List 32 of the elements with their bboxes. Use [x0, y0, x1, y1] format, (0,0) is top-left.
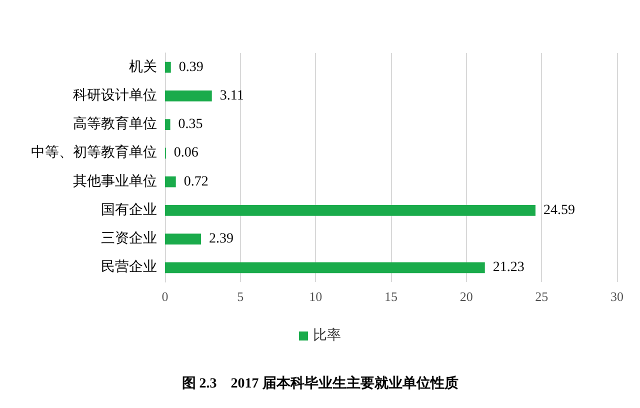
bar	[165, 205, 536, 216]
x-tick-label: 20	[460, 289, 473, 304]
data-label: 24.59	[543, 202, 575, 218]
legend-label: 比率	[313, 328, 341, 344]
y-tick-label: 机关	[129, 58, 157, 75]
x-tick-label: 25	[535, 289, 548, 304]
y-tick-label: 国有企业	[101, 202, 157, 218]
bar	[165, 176, 176, 188]
data-label: 0.35	[178, 117, 203, 132]
text: 图 2.3 2017 届本科毕业生主要就业单位性质	[182, 374, 458, 392]
y-tick-label: 三资企业	[101, 230, 157, 247]
data-label: 3.11	[220, 88, 244, 104]
data-label: 0.39	[178, 60, 204, 75]
bar	[165, 262, 485, 274]
bar	[165, 119, 170, 130]
data-label: 0.72	[184, 174, 208, 190]
bar	[165, 90, 212, 102]
bar	[165, 62, 171, 73]
data-label: 2.39	[209, 232, 234, 247]
x-tick-label: 0	[162, 289, 168, 304]
data-label: 21.23	[492, 260, 524, 276]
y-tick-label: 中等、初等教育单位	[31, 144, 157, 161]
x-tick-label: 15	[384, 289, 398, 304]
y-tick-label: 高等教育单位	[73, 115, 157, 132]
y-tick-label: 科研设计单位	[73, 87, 157, 104]
data-label: 0.06	[174, 146, 198, 161]
bar	[165, 234, 202, 244]
y-tick-label: 其他事业单位	[73, 173, 157, 190]
x-tick-label: 5	[237, 289, 244, 304]
x-tick-label: 30	[610, 289, 624, 304]
y-tick-label: 民营企业	[101, 259, 157, 276]
x-tick-label: 10	[309, 289, 322, 304]
